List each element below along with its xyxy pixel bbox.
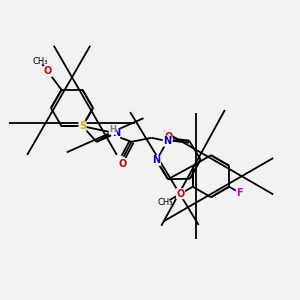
Text: O: O	[164, 132, 172, 142]
Text: F: F	[236, 188, 243, 198]
Text: CH₃: CH₃	[32, 56, 48, 65]
Text: N: N	[152, 155, 160, 165]
Text: O: O	[44, 66, 52, 76]
Text: O: O	[176, 189, 185, 199]
Text: N: N	[163, 136, 171, 146]
Text: CH₃: CH₃	[157, 198, 173, 207]
Text: N: N	[112, 128, 120, 138]
Text: H: H	[109, 125, 116, 134]
Text: O: O	[118, 159, 127, 169]
Text: S: S	[79, 121, 86, 131]
